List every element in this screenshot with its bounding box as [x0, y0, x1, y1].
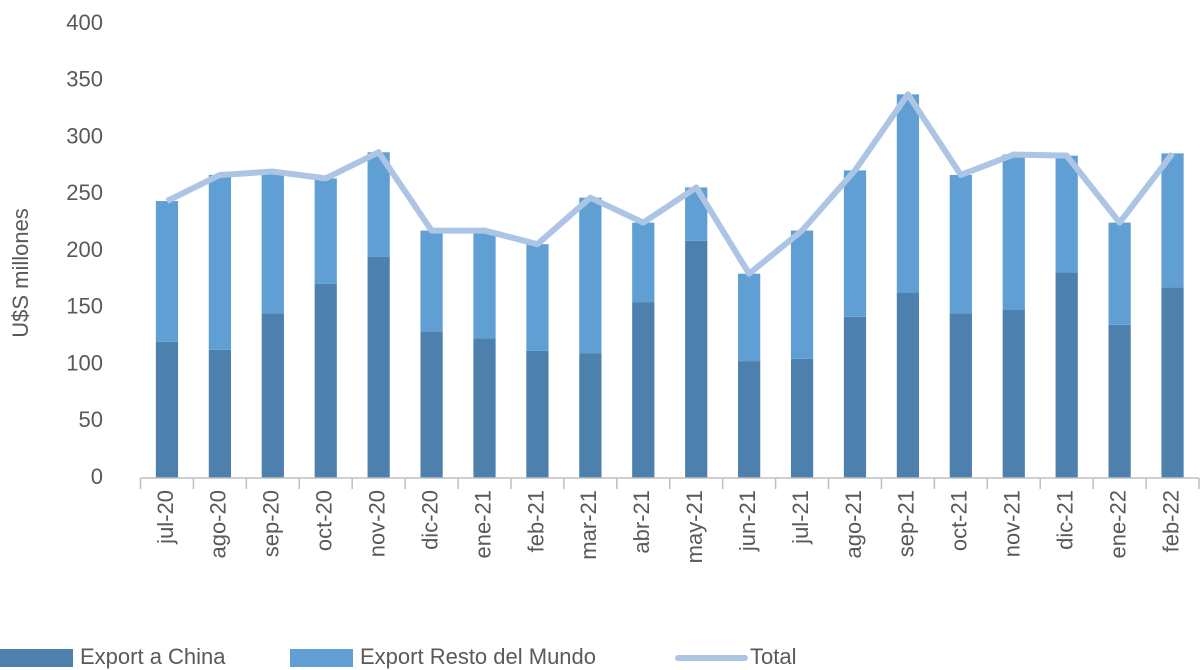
x-tick-label: feb-22 — [1158, 490, 1183, 552]
bar — [526, 350, 549, 478]
bar — [155, 341, 179, 478]
bar — [579, 197, 602, 354]
x-tick-label: feb-21 — [523, 490, 548, 552]
bar — [843, 316, 867, 478]
bar — [949, 174, 972, 314]
bar — [738, 273, 761, 362]
y-tick-label: 50 — [79, 407, 103, 432]
y-tick-label: 200 — [66, 237, 103, 262]
x-tick-label: ago-20 — [206, 490, 231, 559]
bar — [420, 331, 443, 478]
x-tick-label: jun-21 — [735, 490, 760, 552]
bar — [367, 256, 390, 478]
bar — [208, 349, 232, 478]
bar — [314, 178, 337, 284]
bar — [896, 292, 920, 478]
bar — [314, 283, 337, 478]
y-axis-title: U$S millones — [8, 208, 33, 338]
x-tick-label: abr-21 — [629, 490, 654, 554]
y-tick-label: 300 — [66, 123, 103, 148]
bar — [843, 170, 867, 317]
legend-swatch — [0, 649, 73, 667]
bar — [896, 94, 920, 293]
x-tick-label: jul-21 — [788, 490, 813, 545]
bar — [473, 230, 496, 339]
bar — [420, 230, 443, 332]
y-tick-label: 0 — [91, 464, 103, 489]
bar — [526, 244, 549, 351]
bar — [632, 302, 655, 478]
y-tick-label: 250 — [66, 180, 103, 205]
x-tick-label: dic-20 — [417, 490, 442, 550]
legend-swatch — [290, 649, 353, 667]
y-tick-label: 150 — [66, 294, 103, 319]
line — [165, 91, 1175, 277]
x-tick-label: nov-20 — [364, 490, 389, 557]
y-tick-label: 350 — [66, 67, 103, 92]
bar — [949, 313, 972, 478]
legend-label: Export Resto del Mundo — [360, 644, 596, 669]
x-tick-label: ene-21 — [470, 490, 495, 559]
bar — [367, 152, 390, 257]
x-tick-label: dic-21 — [1053, 490, 1078, 550]
legend-label: Total — [750, 644, 796, 669]
y-tick-label: 400 — [66, 10, 103, 35]
bar — [790, 358, 814, 478]
bar — [1108, 324, 1131, 478]
bar — [790, 230, 814, 359]
y-tick-label: 100 — [66, 350, 103, 375]
bar — [261, 313, 284, 478]
x-tick-label: nov-21 — [1000, 490, 1025, 557]
bar — [1161, 153, 1184, 288]
bar — [1002, 310, 1025, 478]
x-tick-label: ene-22 — [1105, 490, 1130, 559]
bar — [738, 361, 761, 478]
bar — [1161, 287, 1184, 478]
bar — [155, 201, 179, 342]
legend-label: Export a China — [80, 644, 226, 669]
bar — [1055, 272, 1078, 478]
bar — [1055, 155, 1078, 273]
bar — [579, 353, 602, 478]
bar — [208, 174, 232, 350]
x-tick-label: mar-21 — [576, 490, 601, 560]
x-tick-label: jul-20 — [153, 490, 178, 545]
x-tick-label: sep-21 — [894, 490, 919, 557]
bar — [632, 222, 655, 303]
x-tick-label: sep-20 — [259, 490, 284, 557]
bar — [1108, 222, 1131, 325]
x-tick-label: oct-20 — [312, 490, 337, 551]
x-tick-label: may-21 — [682, 490, 707, 563]
x-tick-label: oct-21 — [947, 490, 972, 551]
bar — [261, 171, 284, 314]
bar — [473, 338, 496, 478]
x-tick-label: ago-21 — [841, 490, 866, 559]
bar — [685, 240, 708, 478]
bar — [1002, 154, 1025, 311]
